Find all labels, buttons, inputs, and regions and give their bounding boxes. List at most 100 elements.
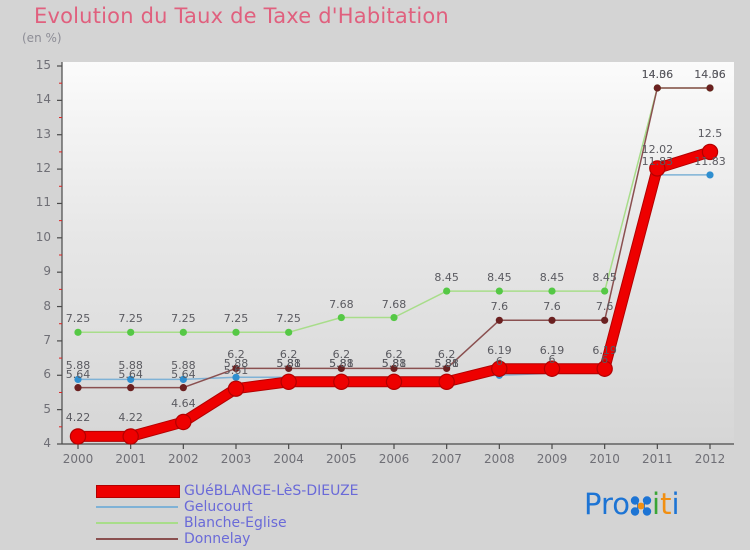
data-point-label: 6.2: [279, 348, 298, 362]
data-point-label: 7.68: [329, 297, 354, 311]
data-point-label: 5.88: [276, 357, 301, 371]
data-point-label: 5.88: [171, 359, 196, 373]
legend-item[interactable]: GUéBLANGE-LèS-DIEUZE: [96, 483, 426, 499]
legend-color-swatch: [96, 538, 178, 540]
plot-area: [62, 62, 734, 445]
data-point-label: 6.19: [592, 343, 617, 357]
data-point-label: 7.25: [223, 312, 249, 326]
legend-item[interactable]: Gelucourt: [96, 499, 426, 515]
x-axis-tick-label: 2004: [273, 452, 304, 466]
x-axis-tick-label: 2007: [431, 452, 462, 466]
y-axis-tick-label: 12: [35, 161, 51, 176]
logo-part-i1: i: [652, 487, 661, 521]
data-point-label: 4.22: [65, 411, 91, 425]
data-point-label: 4.22: [118, 411, 143, 425]
data-point-label: 6: [601, 353, 609, 367]
data-point-label: 6.2: [227, 348, 245, 362]
data-point-label: 8.45: [592, 271, 617, 285]
data-point-label: 7.25: [276, 312, 301, 326]
x-axis-tick-label: 2008: [484, 452, 515, 466]
x-axis-tick-label: 2011: [642, 452, 673, 466]
data-point-label: 5.88: [65, 359, 91, 373]
chart-unit-label: (en %): [22, 31, 62, 45]
y-axis-tick-label: 5: [43, 401, 51, 416]
data-point-label: 7.6: [543, 300, 561, 314]
logo-part-pro: Pro: [584, 487, 631, 521]
data-point-label: 7.25: [118, 312, 143, 326]
data-point-label: 12.5: [697, 126, 723, 140]
data-point-label: 5.81: [434, 356, 459, 370]
y-axis-tick-label: 10: [35, 229, 51, 244]
y-axis-tick-label: 11: [35, 195, 51, 210]
x-axis-tick-label: 2001: [115, 452, 146, 466]
data-point-label: 5.88: [329, 357, 354, 371]
data-point-label: 14.36: [641, 67, 674, 81]
logo-part-t: t: [660, 487, 672, 521]
y-axis-tick-label: 15: [35, 58, 51, 72]
data-point-label: 7.68: [381, 297, 407, 311]
x-axis-tick-label: 2012: [694, 452, 726, 466]
y-axis-tick-label: 6: [43, 367, 51, 382]
data-point-label: 5.88: [223, 357, 249, 371]
legend-color-swatch: [96, 522, 178, 524]
x-axis-tick-label: 2009: [536, 452, 568, 466]
data-point-label: 5.64: [118, 367, 143, 381]
data-point-label: 8.45: [487, 271, 512, 285]
data-point-label: 4.64: [171, 397, 196, 410]
data-point-label: 6: [495, 355, 503, 369]
data-point-label: 6.2: [385, 348, 403, 362]
data-point-label: 11.83: [641, 154, 674, 168]
x-axis-tick-label: 2000: [62, 452, 94, 466]
y-axis-tick-label: 8: [43, 298, 51, 313]
data-point-label: 5.81: [329, 356, 354, 370]
y-axis-tick-label: 14: [35, 92, 51, 107]
chart-legend: GUéBLANGE-LèS-DIEUZE Gelucourt Blanche-Egl…: [96, 483, 426, 547]
data-point-label: 5.81: [276, 356, 301, 370]
logo-part-i2: i: [671, 487, 680, 521]
data-point-label: 6.2: [437, 348, 456, 362]
x-axis-tick-label: 2006: [378, 452, 410, 466]
legend-item-label: Gelucourt: [184, 498, 253, 515]
page-title: Evolution du Taux de Taxe d'Habitation: [34, 4, 449, 28]
data-point-label: 5.64: [65, 367, 91, 381]
legend-color-swatch: [96, 506, 178, 508]
data-point-label: 7.25: [171, 312, 196, 326]
y-axis-tick-label: 13: [35, 126, 51, 141]
x-axis-tick-label: 2005: [326, 452, 357, 466]
data-point-label: 11.83: [694, 154, 726, 168]
data-point-label: 7.6: [490, 300, 509, 314]
data-point-label: 6.19: [539, 343, 565, 357]
data-point-label: 14.06: [694, 67, 726, 81]
data-point-label: 5.88: [118, 359, 143, 373]
y-axis-tick-label: 4: [43, 436, 51, 450]
proxiti-logo[interactable]: Pro iti: [584, 487, 680, 521]
data-point-label: 12.02: [641, 143, 674, 157]
legend-item-label: Donnelay: [184, 530, 251, 547]
x-axis-tick-label: 2003: [220, 452, 252, 466]
y-axis-tick-label: 9: [43, 264, 51, 279]
data-point-label: 7.6: [595, 300, 614, 314]
x-axis-tick-label: 2002: [168, 452, 199, 466]
data-point-label: 5.88: [434, 357, 459, 371]
data-point-label: 5.64: [171, 367, 196, 381]
y-axis-tick-label: 7: [43, 332, 51, 347]
data-point-label: 6.2: [332, 348, 351, 362]
legend-item-label: Blanche-Eglise: [184, 514, 287, 531]
data-point-label: 6: [548, 353, 556, 367]
data-point-label: 5.61: [223, 363, 249, 377]
data-point-label: 6.19: [487, 343, 512, 357]
data-point-label: 5.88: [381, 357, 407, 371]
legend-item[interactable]: Blanche-Eglise: [96, 515, 426, 531]
legend-item-label: GUéBLANGE-LèS-DIEUZE: [184, 482, 359, 499]
logo-x-icon: [630, 490, 652, 516]
data-point-label: 5.81: [381, 356, 407, 370]
legend-color-swatch: [96, 484, 180, 498]
data-point-label: 14.36: [694, 67, 726, 81]
data-point-label: 7.25: [65, 312, 91, 326]
x-axis-tick-label: 2010: [589, 452, 620, 466]
legend-item[interactable]: Donnelay: [96, 531, 426, 547]
data-point-label: 14.06: [641, 67, 674, 81]
data-point-label: 8.45: [434, 271, 459, 285]
data-point-label: 8.45: [539, 271, 565, 285]
